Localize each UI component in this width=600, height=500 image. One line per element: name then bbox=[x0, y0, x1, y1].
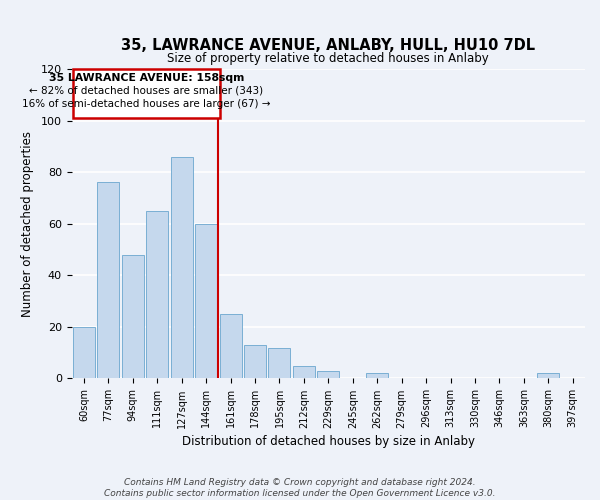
Text: 35 LAWRANCE AVENUE: 158sqm: 35 LAWRANCE AVENUE: 158sqm bbox=[49, 73, 244, 83]
Bar bbox=[268, 348, 290, 378]
Text: ← 82% of detached houses are smaller (343): ← 82% of detached houses are smaller (34… bbox=[29, 86, 263, 96]
Y-axis label: Number of detached properties: Number of detached properties bbox=[21, 130, 34, 316]
Text: Contains HM Land Registry data © Crown copyright and database right 2024.
Contai: Contains HM Land Registry data © Crown c… bbox=[104, 478, 496, 498]
Bar bbox=[122, 254, 144, 378]
Bar bbox=[244, 345, 266, 378]
Bar bbox=[317, 370, 340, 378]
Bar bbox=[293, 366, 315, 378]
Bar bbox=[366, 374, 388, 378]
Bar bbox=[538, 374, 559, 378]
Bar bbox=[97, 182, 119, 378]
Bar bbox=[73, 327, 95, 378]
Bar bbox=[146, 211, 168, 378]
Text: Size of property relative to detached houses in Anlaby: Size of property relative to detached ho… bbox=[167, 52, 489, 65]
Text: 16% of semi-detached houses are larger (67) →: 16% of semi-detached houses are larger (… bbox=[22, 98, 271, 108]
FancyBboxPatch shape bbox=[73, 69, 220, 118]
Bar bbox=[195, 224, 217, 378]
Bar bbox=[171, 156, 193, 378]
Title: 35, LAWRANCE AVENUE, ANLABY, HULL, HU10 7DL: 35, LAWRANCE AVENUE, ANLABY, HULL, HU10 … bbox=[121, 38, 535, 52]
X-axis label: Distribution of detached houses by size in Anlaby: Distribution of detached houses by size … bbox=[182, 434, 475, 448]
Bar bbox=[220, 314, 242, 378]
